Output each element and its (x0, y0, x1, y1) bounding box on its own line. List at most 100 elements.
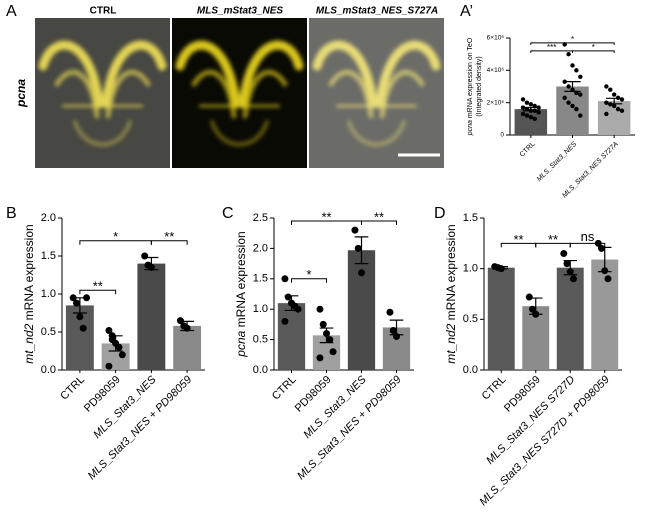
y-axis-label: (Integrated density) (476, 56, 483, 116)
data-point (574, 68, 579, 73)
error-bar (354, 236, 369, 265)
data-point (389, 326, 397, 334)
significance-label: ** (548, 232, 558, 247)
data-point (497, 265, 505, 273)
data-point (524, 106, 530, 112)
data-point (528, 102, 534, 107)
significance-label: ** (513, 232, 523, 247)
column-label: MLS_mStat3_NES (197, 6, 283, 17)
bar (347, 250, 376, 370)
x-tick-label: CTRL (270, 374, 299, 403)
data-point (566, 84, 571, 89)
data-point (615, 95, 621, 101)
y-tick-label: 2.0 (253, 242, 268, 254)
data-point (529, 305, 537, 313)
micrograph (172, 18, 307, 168)
y-axis-label-part: mRNA expression (22, 224, 36, 323)
panel-letter: A’ (460, 3, 473, 20)
y-tick-label: 0.5 (41, 326, 56, 338)
significance-bracket (569, 242, 606, 248)
significance-label: ** (374, 209, 384, 224)
significance-label: * (113, 229, 118, 244)
data-point (601, 267, 609, 275)
data-point (574, 106, 579, 112)
bar (591, 259, 619, 370)
data-point (570, 63, 575, 68)
y-tick-label: 0.0 (41, 364, 56, 376)
data-point (393, 333, 400, 341)
data-point (619, 97, 625, 102)
data-point (574, 90, 579, 96)
y-tick-label: 2×10⁶ (487, 99, 505, 106)
data-point (105, 362, 113, 370)
data-point (562, 79, 567, 84)
data-point (604, 84, 609, 89)
y-tick-label: 4×10⁶ (487, 67, 505, 74)
data-point (532, 310, 540, 318)
significance-bracket (572, 50, 615, 53)
data-point (524, 113, 530, 118)
data-point (118, 351, 126, 359)
data-point (316, 354, 324, 362)
data-point (115, 343, 123, 351)
x-tick-label: CTRL (480, 374, 509, 403)
data-point (536, 105, 541, 110)
data-point (566, 268, 574, 276)
panel-letter: A (6, 3, 17, 20)
data-point (598, 244, 606, 252)
bar (137, 263, 166, 370)
data-point (604, 275, 612, 283)
data-point (562, 42, 567, 47)
micrograph (309, 18, 444, 168)
data-point (524, 100, 530, 105)
data-point (319, 320, 327, 328)
y-axis-label-part: mt_nd2 (444, 323, 458, 363)
y-axis-label-part: mRNA expression on TeO (467, 37, 474, 120)
significance-label: *** (547, 43, 556, 52)
data-point (608, 87, 613, 92)
data-point (566, 100, 571, 105)
micrograph (35, 18, 170, 168)
data-point (528, 115, 534, 120)
bar (173, 325, 202, 370)
data-point (294, 305, 302, 313)
panel-letter: B (6, 205, 17, 222)
y-tick-label: 2.0 (41, 212, 56, 224)
data-point (525, 293, 533, 301)
data-point (569, 275, 577, 283)
data-point (570, 87, 575, 92)
bar (487, 267, 515, 370)
y-axis-label-part: pcna (467, 120, 474, 136)
data-point (520, 97, 526, 102)
data-point (358, 269, 365, 277)
data-point (141, 252, 149, 260)
data-point (354, 244, 362, 252)
data-point (611, 92, 617, 97)
y-tick-label: 0.5 (463, 313, 478, 325)
x-tick-label: MLS_Stat3_NES (536, 141, 579, 184)
significance-label: ** (321, 209, 331, 224)
data-point (562, 95, 567, 101)
row-label: pcna (14, 79, 28, 108)
panel-letter: C (222, 205, 234, 222)
y-tick-label: 1.0 (463, 263, 478, 275)
significance-bracket (150, 240, 188, 245)
data-point (560, 249, 568, 257)
data-point (183, 324, 191, 332)
bar (556, 86, 589, 135)
data-point (532, 116, 537, 122)
data-point (604, 100, 609, 105)
data-point (281, 275, 289, 283)
data-point (520, 111, 526, 117)
data-point (108, 336, 116, 344)
significance-label: ** (93, 279, 103, 294)
y-tick-label: 0 (500, 132, 504, 139)
significance-bracket (361, 220, 397, 226)
data-point (566, 51, 571, 57)
data-point (578, 92, 583, 97)
micrographs (35, 18, 444, 168)
column-label: CTRL (90, 6, 117, 17)
y-tick-label: 0.0 (253, 364, 268, 376)
x-tick-label: CTRL (58, 374, 87, 403)
